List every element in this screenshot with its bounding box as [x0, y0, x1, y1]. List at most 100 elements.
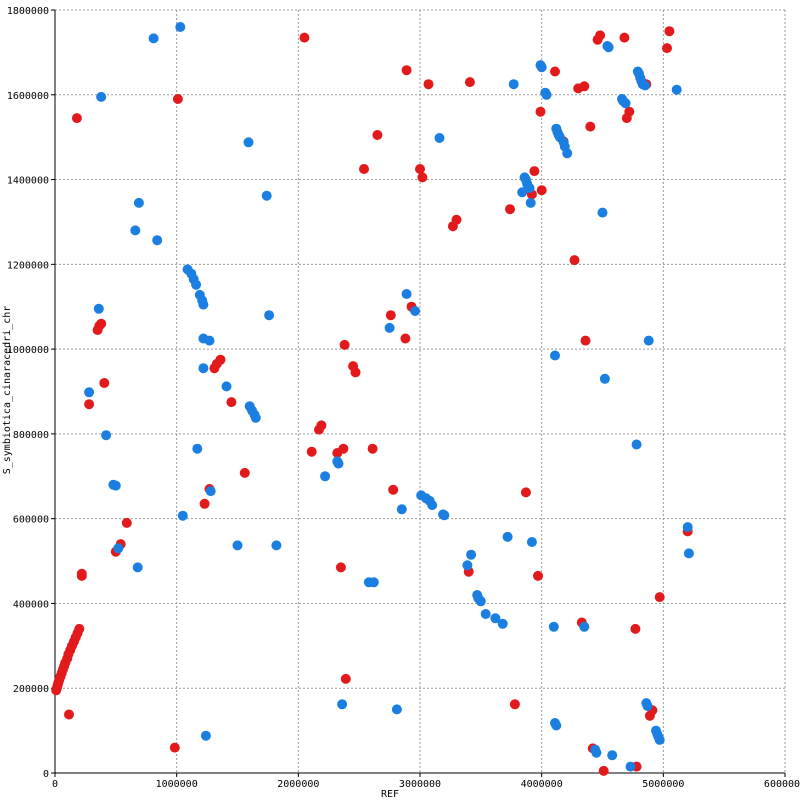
- blue-data-point: [333, 458, 344, 469]
- x-tick-label: 2000000: [277, 779, 319, 790]
- red-data-point: [664, 26, 675, 37]
- blue-data-point: [579, 621, 590, 632]
- y-tick-label: 0: [43, 769, 49, 780]
- blue-data-point: [536, 62, 547, 73]
- blue-data-point: [198, 299, 209, 310]
- blue-data-point: [671, 84, 682, 95]
- red-data-point: [464, 77, 475, 88]
- data-points: [51, 22, 694, 776]
- red-data-point: [367, 443, 378, 454]
- blue-data-point: [368, 577, 379, 588]
- blue-data-point: [396, 504, 407, 515]
- red-data-point: [569, 255, 580, 266]
- red-data-point: [533, 570, 543, 581]
- blue-data-point: [204, 335, 215, 346]
- red-data-point: [505, 204, 515, 215]
- blue-data-point: [480, 609, 491, 619]
- blue-data-point: [101, 430, 112, 441]
- blue-data-point: [152, 235, 163, 246]
- red-data-point: [172, 94, 183, 104]
- y-tick-label: 1800000: [7, 6, 49, 17]
- red-data-point: [579, 81, 590, 92]
- blue-data-point: [250, 412, 261, 423]
- blue-data-point: [232, 540, 243, 551]
- blue-data-point: [384, 322, 395, 333]
- blue-data-point: [96, 91, 107, 102]
- red-data-point: [74, 623, 85, 634]
- blue-data-point: [620, 98, 631, 109]
- blue-data-point: [113, 543, 124, 554]
- blue-data-point: [391, 704, 402, 715]
- blue-data-point: [550, 350, 560, 361]
- blue-data-point: [177, 510, 188, 521]
- red-data-point: [598, 765, 609, 776]
- red-data-point: [624, 106, 635, 117]
- red-data-point: [169, 742, 180, 753]
- blue-data-point: [526, 537, 537, 547]
- blue-data-point: [508, 79, 519, 90]
- red-data-point: [84, 399, 95, 410]
- blue-data-point: [198, 363, 209, 374]
- y-tick-label: 1600000: [7, 91, 49, 102]
- red-data-point: [580, 335, 591, 346]
- blue-data-point: [683, 548, 694, 559]
- blue-data-point: [320, 471, 331, 482]
- blue-data-point: [603, 42, 614, 53]
- blue-data-point: [410, 306, 421, 316]
- x-tick-label: 5000000: [642, 779, 684, 790]
- blue-data-point: [130, 225, 141, 236]
- blue-data-point: [597, 207, 608, 218]
- blue-data-point: [502, 531, 513, 542]
- red-data-point: [226, 397, 237, 408]
- blue-data-point: [175, 22, 186, 32]
- blue-data-point: [654, 734, 665, 745]
- blue-data-point: [541, 89, 552, 100]
- x-axis-label: REF: [381, 789, 399, 800]
- blue-data-point: [401, 289, 412, 299]
- red-data-point: [316, 420, 327, 431]
- red-data-point: [299, 32, 310, 43]
- red-data-point: [423, 79, 434, 90]
- blue-data-point: [466, 549, 477, 560]
- red-data-point: [662, 43, 672, 54]
- blue-data-point: [439, 510, 450, 521]
- red-data-point: [350, 367, 361, 378]
- blue-data-point: [682, 522, 693, 533]
- blue-data-point: [562, 148, 573, 159]
- red-data-point: [99, 378, 110, 388]
- blue-data-point: [434, 133, 445, 143]
- red-data-point: [520, 487, 531, 498]
- blue-data-point: [93, 303, 104, 314]
- red-data-point: [400, 333, 411, 344]
- red-data-point: [550, 66, 560, 77]
- blue-data-point: [200, 730, 211, 741]
- red-data-point: [239, 467, 250, 478]
- blue-data-point: [524, 183, 535, 193]
- red-data-point: [335, 562, 346, 573]
- red-data-point: [509, 699, 520, 710]
- red-data-point: [71, 113, 82, 124]
- red-data-point: [372, 130, 383, 140]
- blue-data-point: [192, 443, 203, 454]
- blue-data-point: [591, 747, 602, 758]
- blue-data-point: [640, 80, 651, 91]
- blue-data-point: [191, 279, 202, 290]
- axes: [51, 9, 786, 777]
- red-data-point: [306, 446, 317, 457]
- y-tick-label: 400000: [13, 599, 49, 610]
- red-data-point: [215, 354, 226, 365]
- blue-data-point: [517, 187, 528, 198]
- blue-data-point: [243, 137, 254, 148]
- red-data-point: [619, 32, 630, 43]
- blue-data-point: [271, 540, 282, 551]
- red-data-point: [96, 318, 107, 329]
- x-tick-label: 3000000: [399, 779, 441, 790]
- red-data-point: [535, 106, 546, 117]
- red-data-point: [388, 484, 399, 495]
- blue-data-point: [110, 480, 121, 491]
- red-data-point: [76, 568, 87, 579]
- grid-lines: [55, 9, 786, 773]
- red-data-point: [451, 214, 462, 225]
